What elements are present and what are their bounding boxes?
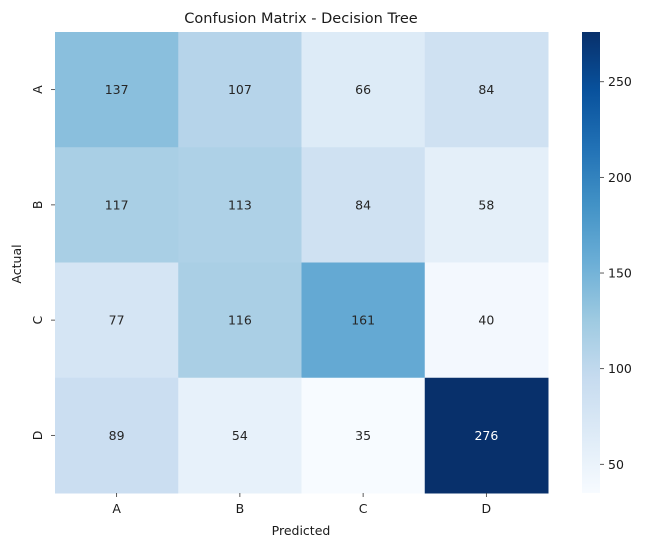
cell-value-label: 116 xyxy=(228,313,252,328)
x-axis: A B C D xyxy=(112,493,491,516)
colorbar: 50 100 150 200 250 xyxy=(582,32,632,493)
heatmap-cell-D-C xyxy=(301,377,426,494)
cell-value-label: 113 xyxy=(228,197,252,212)
heatmap-cell-A-B xyxy=(178,32,302,148)
heatmap-cell-D-B xyxy=(178,377,302,494)
colorbar-tick-label: 150 xyxy=(608,266,632,281)
y-axis-label: Actual xyxy=(9,244,24,283)
cell-value-label: 276 xyxy=(474,428,498,443)
heatmap-cell-B-D xyxy=(424,147,549,263)
colorbar-tick-label: 250 xyxy=(608,74,632,89)
heatmap-cell-labels: 137 107 66 84 117 113 84 58 77 116 161 40 89 54 35 276 xyxy=(105,82,499,443)
cell-value-label: 66 xyxy=(355,82,371,97)
heatmap-cell-B-B xyxy=(178,147,302,263)
cell-value-label: 77 xyxy=(109,313,125,328)
colorbar-tick-label: 100 xyxy=(608,361,632,376)
cell-value-label: 161 xyxy=(351,313,375,328)
heatmap-cell-A-D xyxy=(424,32,549,148)
colorbar-tick-label: 200 xyxy=(608,170,632,185)
x-tick-label: B xyxy=(236,501,245,516)
cell-value-label: 35 xyxy=(355,428,371,443)
cell-value-label: 58 xyxy=(478,197,494,212)
heatmap-cell-B-C xyxy=(301,147,426,263)
y-tick-label: A xyxy=(30,85,45,94)
heatmap-cell-C-B xyxy=(178,262,302,379)
x-tick-label: A xyxy=(112,501,121,516)
colorbar-gradient xyxy=(582,32,600,493)
cell-value-label: 137 xyxy=(105,82,129,97)
y-tick-label: B xyxy=(30,201,45,210)
cell-value-label: 54 xyxy=(232,428,248,443)
heatmap-cell-A-A xyxy=(55,32,179,148)
heatmap-cell-B-A xyxy=(55,147,179,263)
chart-title: Confusion Matrix - Decision Tree xyxy=(184,11,417,27)
x-tick-label: C xyxy=(359,501,368,516)
heatmap-cell-D-A xyxy=(55,377,179,494)
cell-value-label: 117 xyxy=(105,197,129,212)
cell-value-label: 107 xyxy=(228,82,252,97)
y-tick-label: C xyxy=(30,315,45,324)
heatmap-cell-C-D xyxy=(424,262,549,379)
y-axis: A B C D xyxy=(30,85,55,440)
heatmap-cell-D-D xyxy=(424,377,549,494)
x-tick-label: D xyxy=(482,501,492,516)
cell-value-label: 89 xyxy=(109,428,125,443)
cell-value-label: 84 xyxy=(478,82,494,97)
colorbar-tick-label: 50 xyxy=(608,457,624,472)
heatmap-cell-C-A xyxy=(55,262,179,379)
x-axis-label: Predicted xyxy=(272,523,331,538)
heatmap-cells xyxy=(55,32,549,494)
y-tick-label: D xyxy=(30,431,45,441)
cell-value-label: 84 xyxy=(355,197,371,212)
heatmap-cell-A-C xyxy=(301,32,426,148)
cell-value-label: 40 xyxy=(478,313,494,328)
heatmap-cell-C-C xyxy=(301,262,426,379)
